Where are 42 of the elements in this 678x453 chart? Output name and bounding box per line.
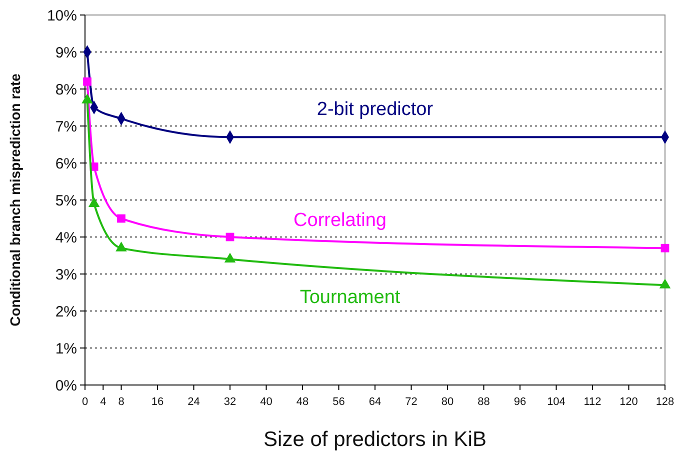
- x-tick-label: 128: [656, 396, 674, 408]
- x-tick-label: 48: [296, 396, 309, 408]
- x-tick-label: 104: [547, 396, 566, 408]
- x-tick-label: 8: [118, 396, 124, 408]
- y-tick-label: 1%: [55, 340, 77, 358]
- y-tick-label: 3%: [55, 266, 77, 284]
- point: [660, 244, 670, 252]
- x-tick-label: 32: [224, 396, 236, 408]
- series-label: Tournament: [300, 287, 401, 308]
- x-tick-label: 24: [188, 396, 200, 408]
- point: [116, 242, 127, 252]
- x-tick-label: 40: [260, 396, 272, 408]
- x-tick-label: 16: [151, 396, 164, 408]
- point: [226, 232, 234, 242]
- x-axis-title: Size of predictors in KiB: [264, 428, 486, 451]
- y-tick-label: 0%: [55, 377, 77, 394]
- x-tick-label: 120: [620, 396, 638, 408]
- y-tick-label: 7%: [55, 118, 77, 136]
- x-tick-label: 64: [368, 396, 382, 408]
- x-tick-label: 96: [514, 396, 526, 408]
- x-tick-label: 80: [441, 396, 454, 408]
- y-tick-label: 6%: [55, 155, 77, 172]
- point: [224, 252, 236, 262]
- point: [83, 77, 92, 86]
- x-tick-label: 88: [478, 396, 490, 408]
- x-tick-label: 0: [82, 396, 88, 408]
- y-tick-label: 5%: [55, 192, 77, 210]
- point: [88, 197, 100, 207]
- x-tick-label: 4: [100, 396, 106, 408]
- y-tick-label: 10%: [46, 7, 77, 24]
- point: [659, 278, 671, 288]
- y-tick-label: 4%: [55, 229, 77, 246]
- y-tick-label: 2%: [55, 303, 77, 320]
- x-tick-label: 72: [405, 396, 418, 408]
- x-tick-label: 112: [584, 396, 602, 408]
- series-label: Correlating: [294, 210, 386, 231]
- y-tick-label: 9%: [55, 44, 77, 62]
- y-tick-label: 8%: [55, 81, 77, 98]
- x-tick-label: 56: [332, 396, 345, 408]
- y-axis-title: Conditional branch misprediction rate: [7, 73, 23, 326]
- point: [117, 214, 126, 223]
- series-label: 2-bit predictor: [316, 99, 434, 120]
